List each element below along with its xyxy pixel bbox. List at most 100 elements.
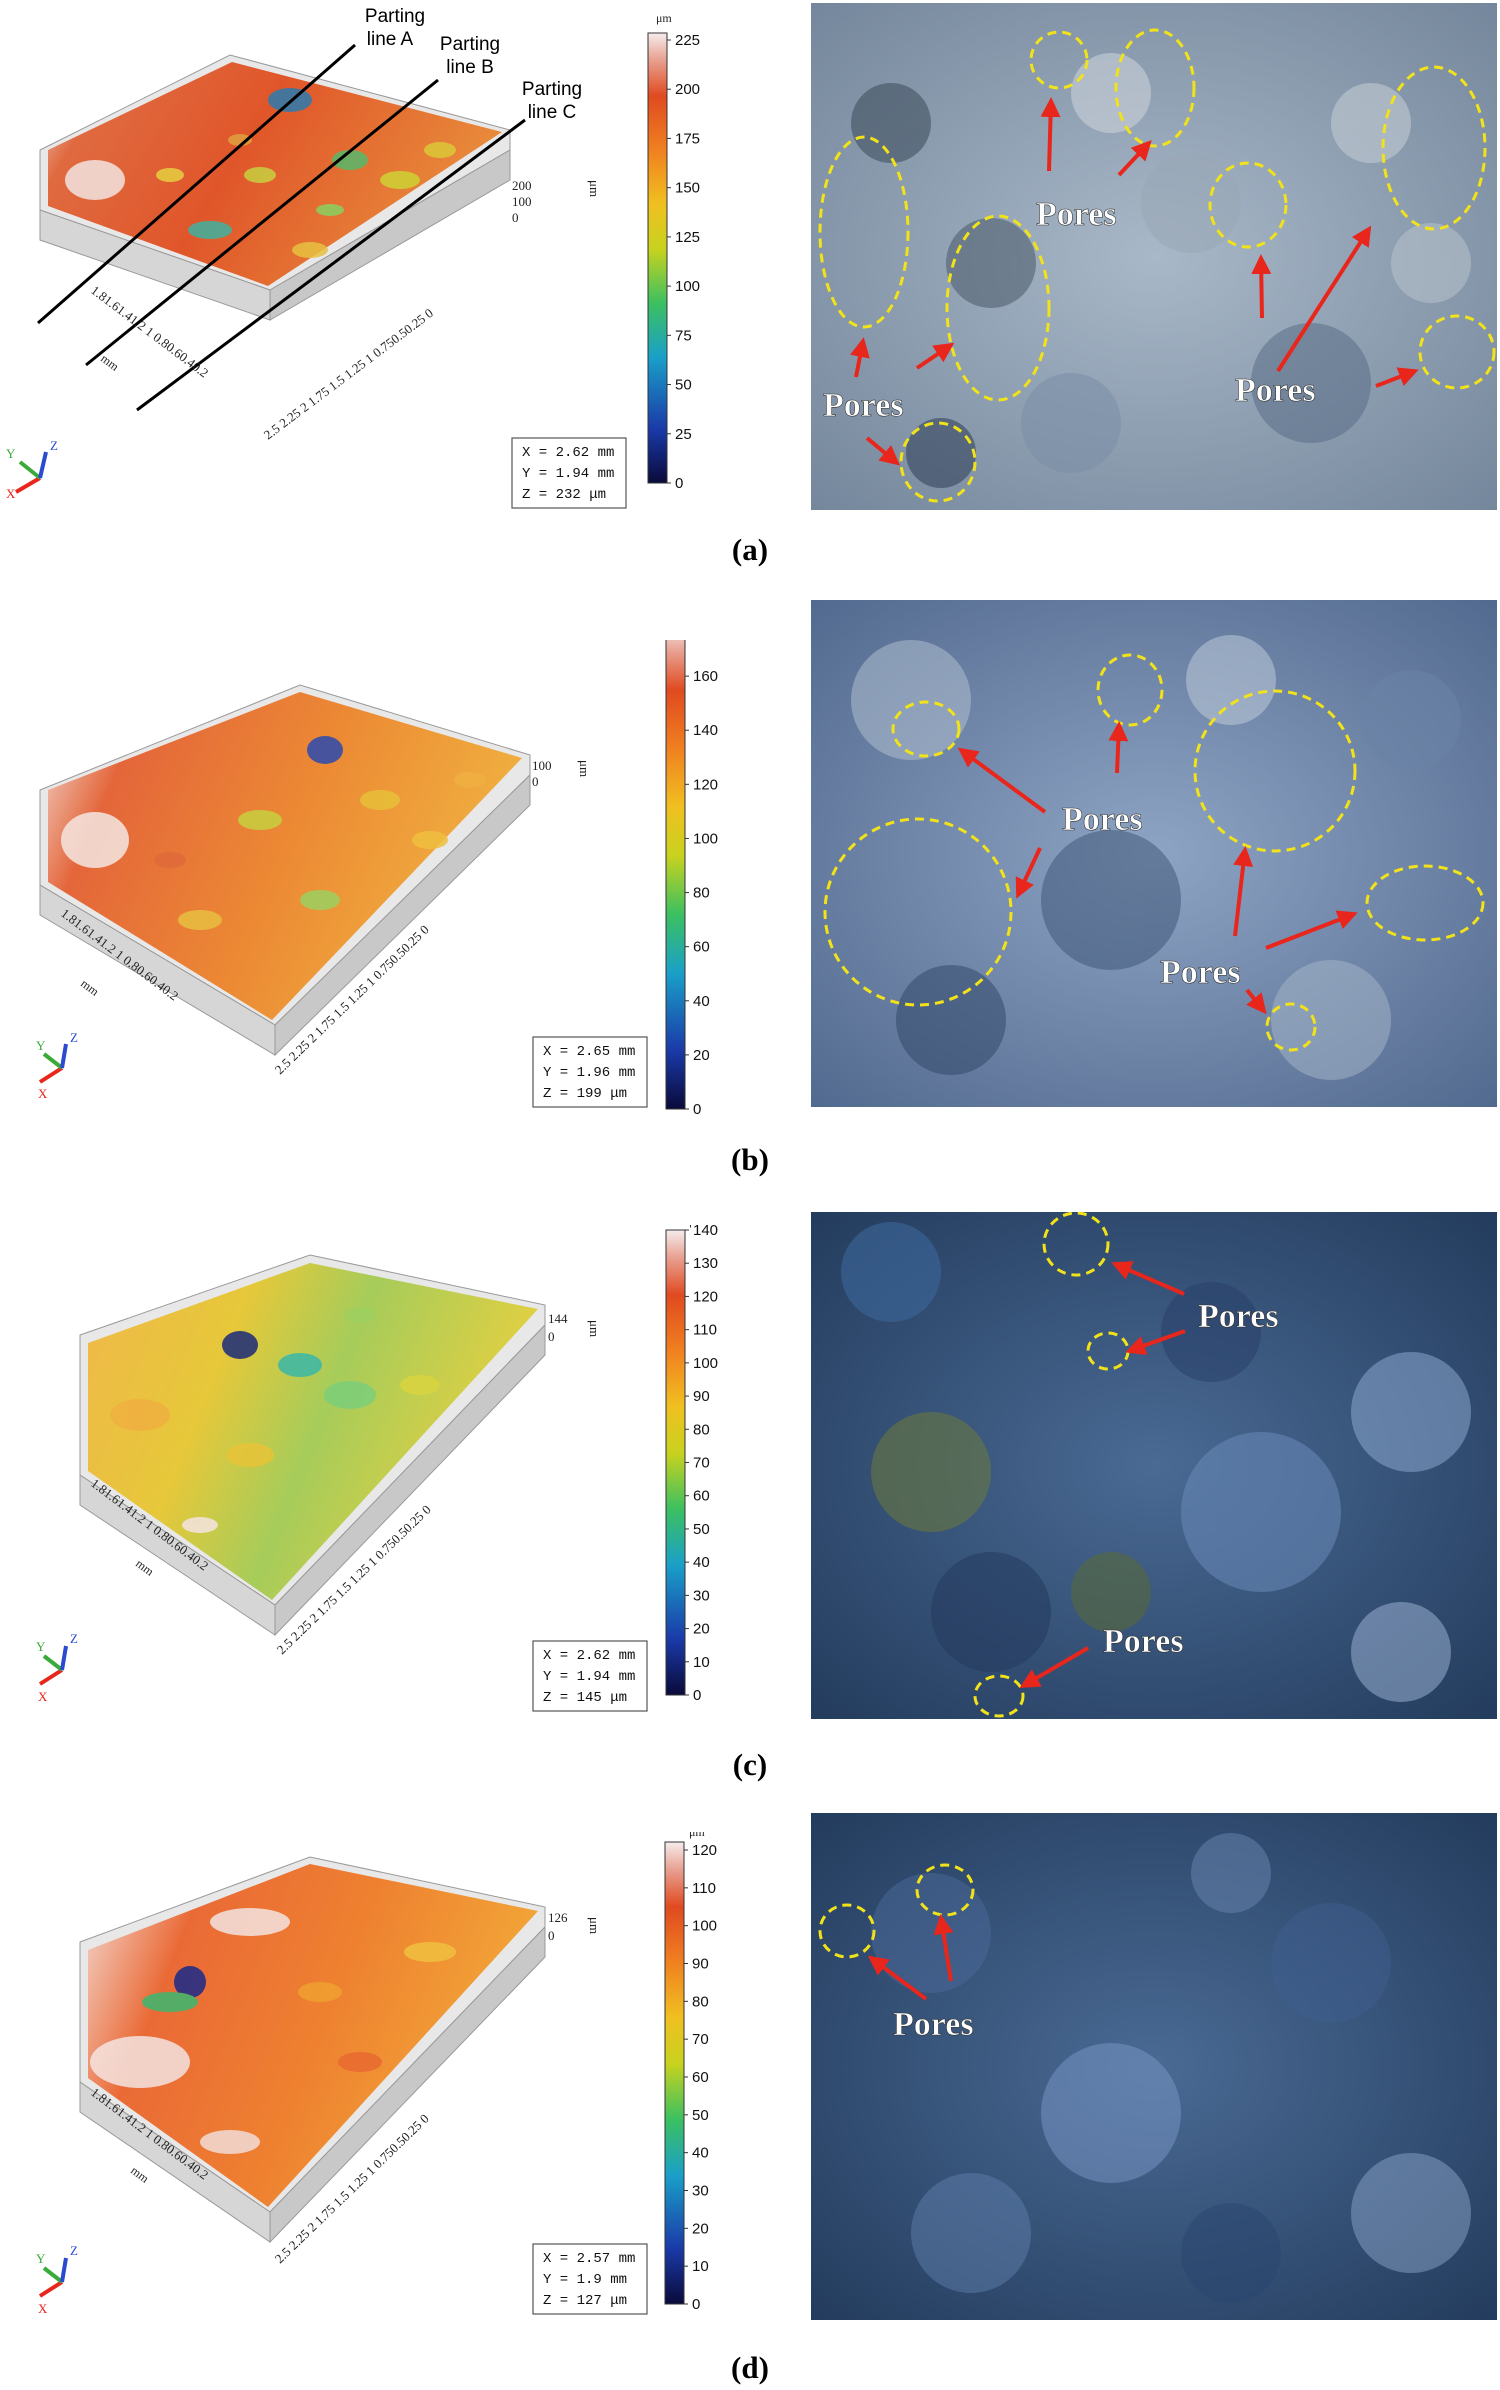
surface-plot-c: 1.81.61.41.2 1 0.80.60.40.2 mm 2.5 2.25 … <box>36 1225 718 1712</box>
x-axis-label-c: mm <box>133 1556 157 1579</box>
colorbar-tick-label: 10 <box>693 1654 710 1671</box>
colorbar-tick-label: 100 <box>675 278 700 295</box>
svg-text:X: X <box>38 2301 48 2316</box>
readout-y-c: Y = 1.94 mm <box>543 1669 635 1685</box>
colorbar-tick-label: 130 <box>693 1255 718 1272</box>
colorbar-tick-label: 10 <box>692 2258 709 2275</box>
parting-label-c-1: Parting <box>522 79 582 100</box>
colorbar-tick-label: 30 <box>692 2183 709 2200</box>
svg-text:Y: Y <box>36 1639 46 1654</box>
colorbar-tick-label: 120 <box>693 776 718 793</box>
colorbar-tick-label: 50 <box>692 2107 709 2124</box>
colorbar-tick-label: 0 <box>675 475 683 492</box>
panel-b: 1.81.61.41.2 1 0.80.60.40.2 mm 2.5 2.25 … <box>0 600 1500 1200</box>
colorbar-tick-label: 100 <box>692 1918 717 1935</box>
micrograph-c: Pores Pores <box>811 1212 1497 1719</box>
readout-x-b: X = 2.65 mm <box>543 1044 635 1060</box>
readout-x-a: X = 2.62 mm <box>522 445 614 461</box>
colorbar-tick-label: 60 <box>692 2069 709 2086</box>
svg-text:X: X <box>38 1086 48 1101</box>
colorbar-tick-label: 0 <box>692 2296 700 2313</box>
parting-line-c <box>136 118 526 412</box>
colorbar-tick-label: 0 <box>693 1687 701 1704</box>
colorbar-d <box>664 1841 685 2305</box>
colorbar-tick-label: 40 <box>692 2145 709 2162</box>
caption-c: (c) <box>732 1747 768 1782</box>
readout-y-b: Y = 1.96 mm <box>543 1065 635 1081</box>
readout-z-d: Z = 127 μm <box>543 2293 627 2309</box>
colorbar-tick-label: 25 <box>675 426 692 443</box>
axis-triad-a: X Y Z <box>6 438 58 501</box>
svg-text:Z: Z <box>70 1631 78 1646</box>
svg-text:X: X <box>38 1689 48 1704</box>
colorbar-tick-label: 60 <box>693 1488 710 1505</box>
readout-y-d: Y = 1.9 mm <box>543 2272 627 2288</box>
colorbar-unit-c: μm <box>689 1225 705 1228</box>
colorbar-tick-label: 70 <box>692 2031 709 2048</box>
readout-z-a: Z = 232 μm <box>522 487 606 503</box>
right-axis-unit-c: μm <box>587 1320 602 1337</box>
parting-label-b-2: line B <box>446 57 494 78</box>
colorbar-tick-label: 150 <box>675 180 700 197</box>
caption-a: (a) <box>731 532 769 567</box>
colorbar-tick-label: 225 <box>675 32 700 49</box>
pores-label-a-3: Pores <box>1235 372 1316 409</box>
colorbar-a <box>647 32 668 484</box>
panel-d: 1.81.61.41.2 1 0.80.60.40.2 mm 2.5 2.25 … <box>0 1810 1500 2390</box>
svg-text:Z: Z <box>70 1030 78 1045</box>
readout-y-a: Y = 1.94 mm <box>522 466 614 482</box>
svg-text:Y: Y <box>36 2251 46 2266</box>
colorbar-tick-label: 60 <box>693 939 710 956</box>
parting-label-a-1: Parting <box>365 6 425 27</box>
colorbar-tick-label: 90 <box>692 1956 709 1973</box>
axis-triad-b: X Y Z <box>36 1030 78 1101</box>
pores-label-d-1: Pores <box>893 2006 974 2043</box>
right-axis-unit-d: μm <box>587 1917 602 1934</box>
colorbar-tick-label: 200 <box>675 81 700 98</box>
svg-text:Y: Y <box>36 1038 46 1053</box>
colorbar-tick-label: 30 <box>693 1587 710 1604</box>
colorbar-tick-label: 20 <box>692 2220 709 2237</box>
panel-c: 1.81.61.41.2 1 0.80.60.40.2 mm 2.5 2.25 … <box>0 1205 1500 1805</box>
caption-b: (b) <box>731 1142 769 1177</box>
panel-a: Parting line A Parting line B Parting li… <box>0 0 1500 590</box>
colorbar-tick-label: 80 <box>692 1993 709 2010</box>
svg-text:Z: Z <box>50 438 58 453</box>
colorbar-tick-label: 75 <box>675 327 692 344</box>
colorbar-tick-label: 50 <box>693 1521 710 1538</box>
colorbar-unit-d: μm <box>689 1832 705 1839</box>
svg-text:Z: Z <box>70 2243 78 2258</box>
right-axis-unit-a: μm <box>587 180 602 197</box>
colorbar-tick-label: 80 <box>693 1421 710 1438</box>
colorbar-tick-label: 110 <box>692 1880 716 1897</box>
parting-label-a-2: line A <box>367 29 414 50</box>
right-tick-b-0: 100 <box>532 758 552 773</box>
colorbar-c <box>665 1229 686 1696</box>
colorbar-tick-label: 40 <box>693 1554 710 1571</box>
right-axis-unit-b: μm <box>577 760 592 777</box>
parting-label-c-2: line C <box>528 102 577 123</box>
right-tick-a-1: 100 <box>512 194 532 209</box>
colorbar-tick-label: 175 <box>675 130 700 147</box>
x-axis-label-b: mm <box>78 976 102 999</box>
readout-x-c: X = 2.62 mm <box>543 1648 635 1664</box>
micrograph-a: Pores Pores Pores <box>811 3 1497 510</box>
colorbar-tick-label: 90 <box>693 1388 710 1405</box>
colorbar-tick-label: 100 <box>693 1355 718 1372</box>
micrograph-d: Pores <box>811 1813 1497 2320</box>
y-axis-ticks-a: 2.5 2.25 2 1.75 1.5 1.25 1 0.750.50.25 0 <box>261 305 436 442</box>
right-tick-b-1: 0 <box>532 774 539 789</box>
pores-label-a-1: Pores <box>1036 196 1117 233</box>
x-axis-label-a: mm <box>98 351 122 374</box>
colorbar-tick-label: 20 <box>693 1047 710 1064</box>
colorbar-tick-label: 50 <box>675 377 692 394</box>
right-tick-a-0: 200 <box>512 178 532 193</box>
x-axis-label-d: mm <box>128 2163 152 2186</box>
colorbar-unit-a: μm <box>656 11 672 25</box>
surface-plot-b: 1.81.61.41.2 1 0.80.60.40.2 mm 2.5 2.25 … <box>36 640 718 1118</box>
right-tick-d-1: 0 <box>548 1928 555 1943</box>
pores-label-a-2: Pores <box>823 387 904 424</box>
pores-label-b-1: Pores <box>1062 801 1143 838</box>
svg-text:Y: Y <box>6 446 16 461</box>
right-tick-c-1: 0 <box>548 1329 555 1344</box>
